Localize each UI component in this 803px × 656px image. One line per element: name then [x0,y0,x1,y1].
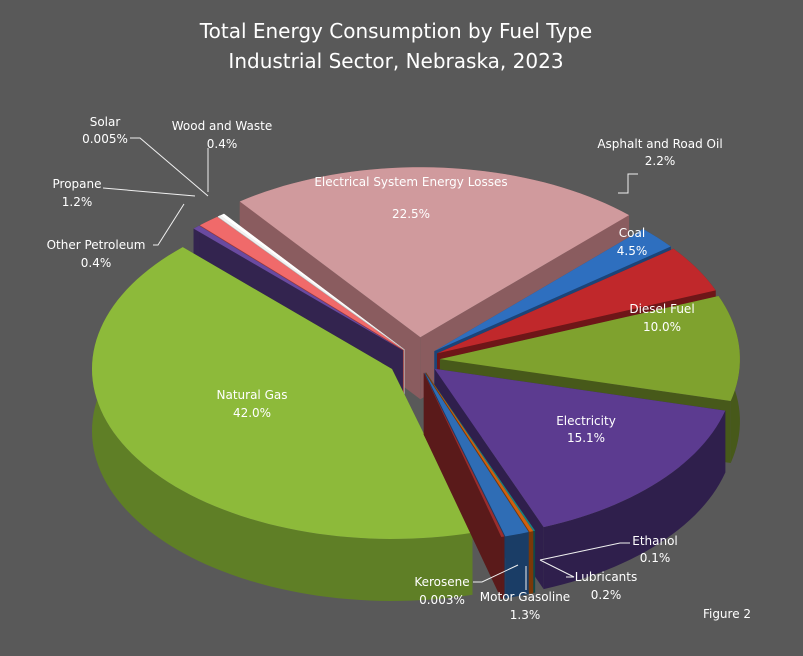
label-coal: Coal [619,226,645,240]
label-motor-gasoline: Motor Gasoline [480,590,570,604]
value-motor-gasoline: 1.3% [510,608,541,622]
chart-subtitle: Industrial Sector, Nebraska, 2023 [228,49,563,73]
label-diesel: Diesel Fuel [629,302,694,316]
slice-top-face [425,372,536,532]
slice-top-face [239,167,630,338]
leader-lines [102,137,638,590]
value-coal: 4.5% [617,244,648,258]
slice-outer-wall [529,531,534,594]
slice-top-face [425,372,534,532]
label-lubricants: Lubricants [575,570,637,584]
label-asphalt: Asphalt and Road Oil [597,137,722,151]
value-lubricants: 0.2% [591,588,622,602]
value-ethanol: 0.1% [640,551,671,565]
slice-top-face [217,215,405,350]
value-other-petroleum: 0.4% [81,256,112,270]
pie-slice-natural-gas [91,247,473,601]
value-kerosene: 0.003% [419,593,465,607]
value-electricity: 15.1% [567,431,605,445]
label-electrical-losses: Electrical System Energy Losses [314,175,507,189]
slice-top-face [424,372,529,537]
chart-title: Total Energy Consumption by Fuel Type [199,19,592,43]
value-solar: 0.005% [82,132,128,146]
label-other-petroleum: Other Petroleum [47,238,146,252]
slice-outer-wall [91,247,473,601]
slice-top-face [199,216,404,350]
slice-top-face [437,248,716,354]
value-natural-gas: 42.0% [233,406,271,420]
value-propane: 1.2% [62,195,93,209]
label-electricity: Electricity [556,414,616,428]
slice-top-face [434,229,671,352]
slice-outer-wall [501,536,505,599]
label-wood-and-waste: Wood and Waste [172,119,272,133]
value-electrical-losses: 22.5% [392,207,430,221]
slice-side-wall [423,372,502,599]
slice-top-face [193,225,403,351]
label-propane: Propane [53,177,102,191]
slice-top-face [218,213,405,350]
label-solar: Solar [90,115,121,129]
value-diesel: 10.0% [643,320,681,334]
slice-top-face [439,296,740,401]
slice-top-face [423,372,505,537]
pie-slice-kerosene [423,372,505,599]
label-ethanol: Ethanol [632,534,678,548]
slice-outer-wall [543,410,726,590]
value-asphalt: 2.2% [645,154,676,168]
value-wood-and-waste: 0.4% [207,137,238,151]
slice-top-face [91,247,473,539]
label-kerosene: Kerosene [414,575,469,589]
slice-top-face [434,368,726,528]
label-natural-gas: Natural Gas [217,388,288,402]
figure-note: Figure 2 [703,607,751,621]
